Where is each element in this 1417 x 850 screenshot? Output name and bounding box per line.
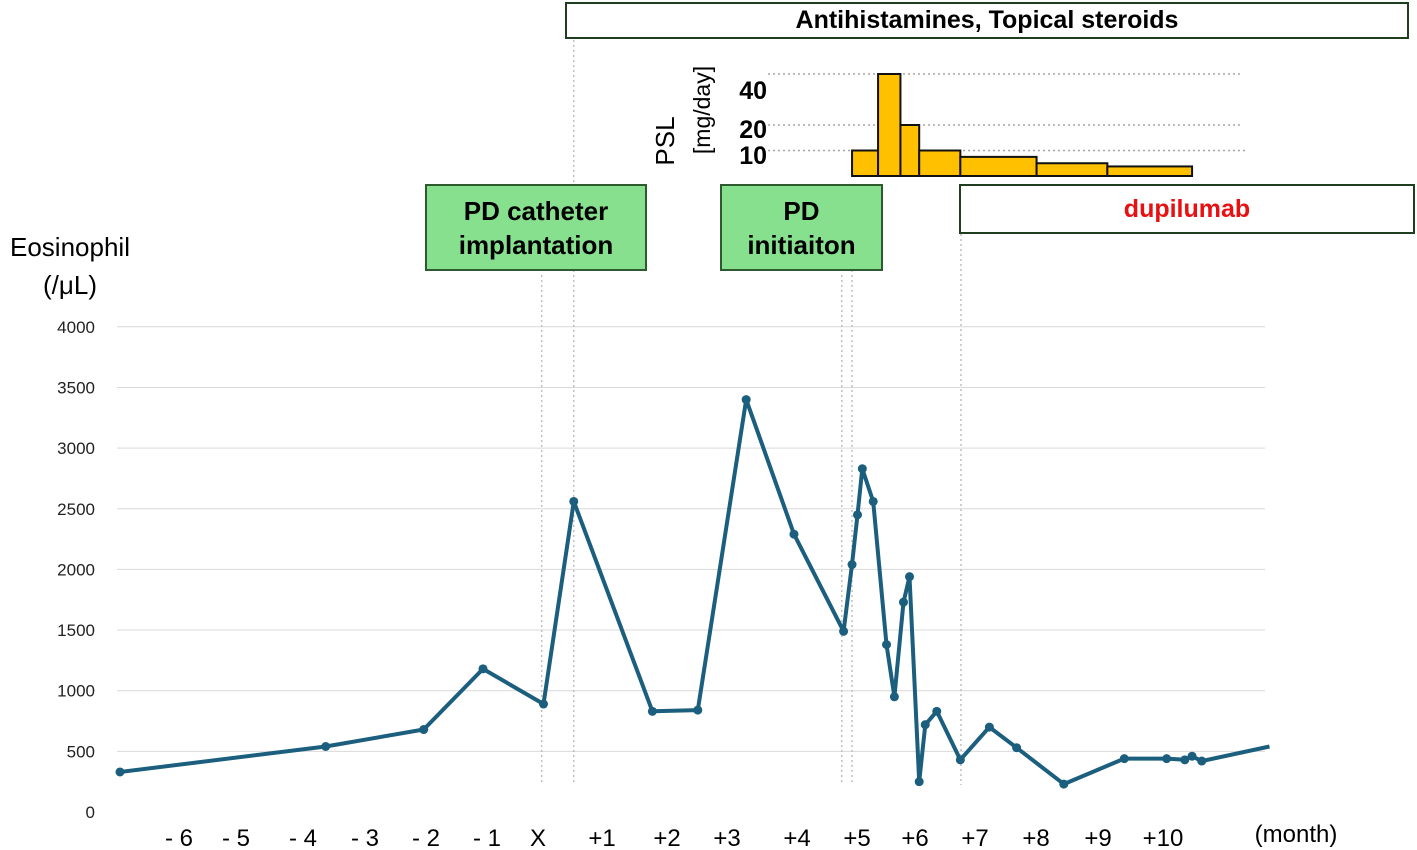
x-tick-label: +3 [713,825,740,850]
data-point [1012,743,1022,753]
data-point [419,725,429,735]
treatment-antihistamines-label: Antihistamines, Topical steroids [795,6,1179,34]
data-point [932,706,942,716]
y-tick-label: 1000 [57,682,95,701]
psl-bar [959,155,1038,177]
grid-lines [117,326,1265,752]
data-point [1119,754,1129,764]
x-tick-label: X [530,825,546,850]
pd-initiation-label: PD initiaiton [747,195,856,260]
data-point [1197,756,1207,766]
treatment-antihistamines-box: Antihistamines, Topical steroids [565,2,1409,39]
data-point [741,395,751,405]
axis-labels: 0 500 1000 1500 2000 2500 3000 3500 4000 - 6 - 5 - … [57,318,1337,850]
data-point [789,529,799,539]
y-tick-label: 2500 [57,500,95,519]
data-point [478,664,488,674]
x-tick-label: +8 [1022,825,1049,850]
data-point [847,560,857,570]
data-point [914,777,924,787]
y-axis-label-line2: (/μL) [43,270,97,300]
data-point [984,722,994,732]
pd-initiation-box: PD initiaiton [720,184,883,271]
x-tick-label: +7 [961,825,988,850]
pd-catheter-implantation-label: PD catheter implantation [458,195,614,260]
data-point [920,720,930,730]
data-point [1059,779,1069,789]
x-tick-label: - 5 [222,825,250,850]
data-point [647,706,657,716]
psl-bar [1106,165,1194,177]
eosinophil-series [115,395,1270,789]
psl-tick-label: 20 [739,116,767,144]
y-tick-label: 0 [86,803,95,822]
psl-tick-label: 10 [739,142,767,170]
x-axis-unit: (month) [1255,821,1338,848]
x-tick-label: +1 [588,825,615,850]
x-tick-label: - 6 [165,825,193,850]
psl-axis-label-line1: PSL [650,116,680,165]
x-tick-label: +4 [783,825,810,850]
x-tick-label: +10 [1143,825,1184,850]
y-tick-label: 4000 [57,318,95,337]
psl-axis-label-line2: [mg/day] [689,66,715,154]
data-point [539,699,548,709]
psl-tick-label: 40 [739,77,767,105]
x-tick-label: +6 [901,825,928,850]
psl-bar [899,124,921,177]
data-point [115,767,125,777]
x-tick-label: +5 [843,825,870,850]
psl-bar [851,149,880,177]
psl-bar [1035,162,1109,177]
data-point [857,464,867,474]
x-tick-label: - 1 [473,825,501,850]
data-point [905,572,915,582]
data-point [1162,754,1172,764]
data-point [1187,751,1197,761]
data-point [321,741,331,751]
y-tick-label: 2000 [57,560,95,579]
data-point [569,496,579,506]
x-tick-label: - 4 [289,825,317,850]
x-tick-label: - 3 [351,825,379,850]
y-tick-label: 3500 [57,378,95,397]
y-tick-label: 500 [67,742,95,761]
y-tick-label: 1500 [57,621,95,640]
data-point [693,705,703,715]
data-point [882,640,892,650]
pd-catheter-implantation-box: PD catheter implantation [425,184,647,271]
data-point [1180,755,1190,765]
data-point [868,496,878,506]
data-point [889,692,899,702]
y-tick-label: 3000 [57,439,95,458]
data-point [898,597,908,607]
y-axis-label-line1: Eosinophil [10,232,130,262]
data-point [955,755,965,765]
data-point [852,510,862,520]
psl-bar [918,149,962,177]
treatment-dupilumab-box: dupilumab [959,184,1415,234]
x-tick-label: +2 [653,825,680,850]
data-point [839,626,849,636]
treatment-dupilumab-label: dupilumab [1123,194,1251,223]
x-tick-label: +9 [1084,825,1111,850]
x-tick-label: - 2 [412,825,440,850]
series-line [119,397,1270,787]
psl-bar [877,73,902,177]
